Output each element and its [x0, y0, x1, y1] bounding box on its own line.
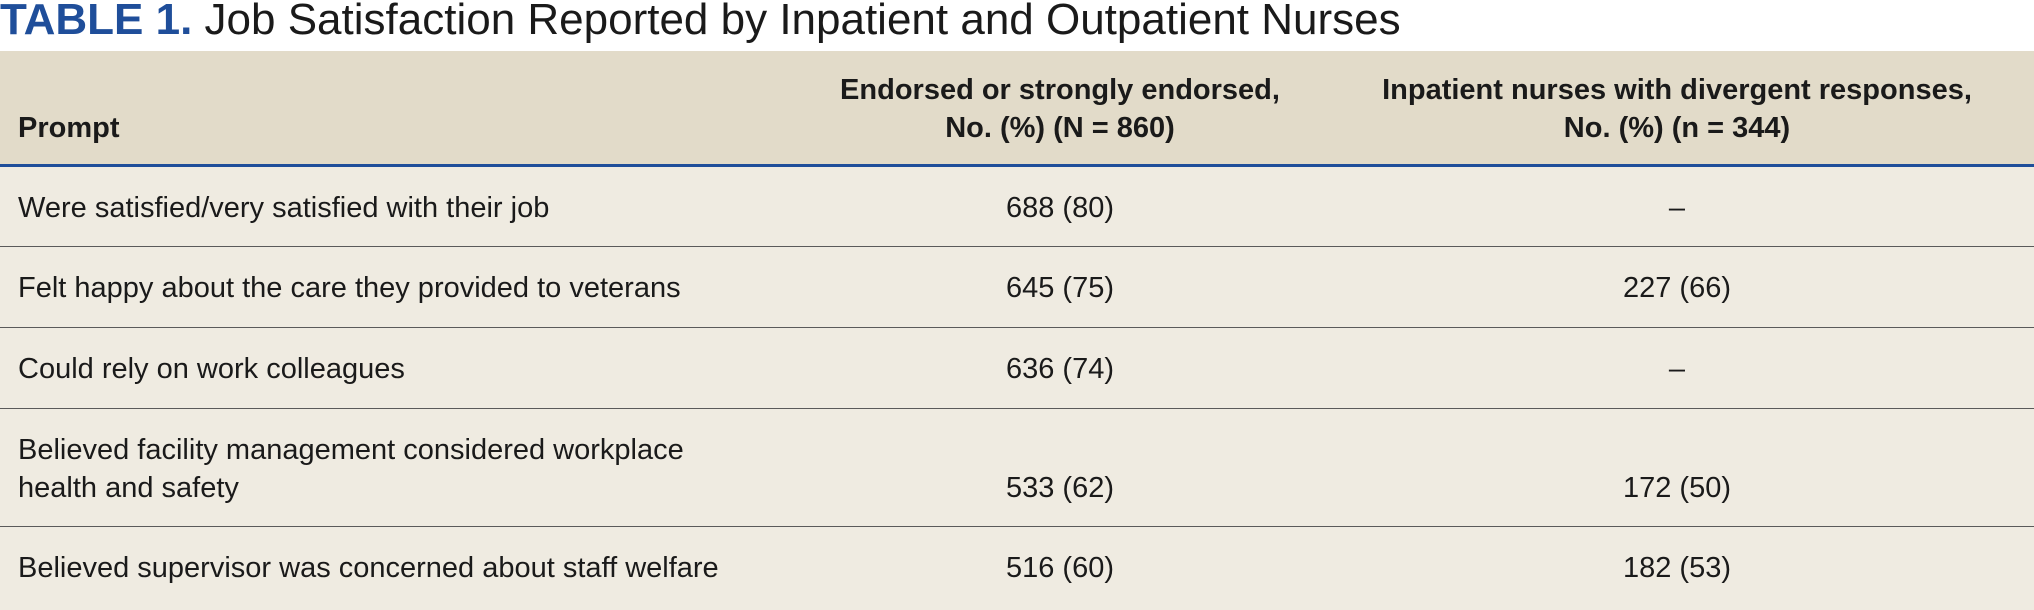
- cell-endorsed: 645 (75): [1005, 272, 1114, 304]
- header-prompt: Prompt: [18, 112, 120, 144]
- header-inpatient: Inpatient nurses with divergent response…: [1320, 71, 2034, 147]
- cell-inpatient: –: [1668, 192, 1686, 224]
- table-row: Felt happy about the care they provided …: [0, 247, 2034, 328]
- table-number-label: TABLE 1.: [0, 0, 193, 44]
- cell-endorsed: 516 (60): [1005, 552, 1114, 584]
- cell-endorsed: 533 (62): [1005, 472, 1114, 504]
- table-row: Could rely on work colleagues 636 (74) –: [0, 328, 2034, 409]
- cell-prompt: Were satisfied/very satisfied with their…: [18, 192, 550, 224]
- table-header-row: Prompt Endorsed or strongly endorsed, No…: [0, 51, 2034, 167]
- cell-endorsed: 636 (74): [1005, 353, 1114, 385]
- cell-inpatient: –: [1668, 353, 1686, 385]
- table-row: Believed supervisor was concerned about …: [0, 527, 2034, 610]
- cell-prompt: Believed facility management considered …: [18, 431, 778, 507]
- cell-endorsed: 688 (80): [1005, 192, 1114, 224]
- header-endorsed: Endorsed or strongly endorsed, No. (%) (…: [790, 71, 1330, 147]
- header-endorsed-line1: Endorsed or strongly endorsed,: [840, 74, 1280, 106]
- cell-inpatient: 172 (50): [1622, 472, 1731, 504]
- table-row: Were satisfied/very satisfied with their…: [0, 167, 2034, 247]
- table-row: Believed facility management considered …: [0, 409, 2034, 527]
- table-title: TABLE 1. Job Satisfaction Reported by In…: [0, 0, 1401, 46]
- cell-inpatient: 182 (53): [1622, 552, 1731, 584]
- cell-prompt: Believed supervisor was concerned about …: [18, 552, 719, 584]
- cell-prompt-line2: health and safety: [18, 472, 239, 504]
- header-inpatient-line2: No. (%) (n = 344): [1563, 112, 1791, 144]
- header-endorsed-line2: No. (%) (N = 860): [945, 112, 1175, 144]
- cell-inpatient: 227 (66): [1622, 272, 1731, 304]
- cell-prompt: Felt happy about the care they provided …: [18, 272, 681, 304]
- table-body: Were satisfied/very satisfied with their…: [0, 167, 2034, 610]
- table-title-text: Job Satisfaction Reported by Inpatient a…: [204, 0, 1401, 44]
- cell-prompt: Could rely on work colleagues: [18, 353, 405, 385]
- cell-prompt-line1: Believed facility management considered …: [18, 434, 684, 466]
- header-inpatient-line1: Inpatient nurses with divergent response…: [1382, 74, 1972, 106]
- data-table: Prompt Endorsed or strongly endorsed, No…: [0, 51, 2034, 610]
